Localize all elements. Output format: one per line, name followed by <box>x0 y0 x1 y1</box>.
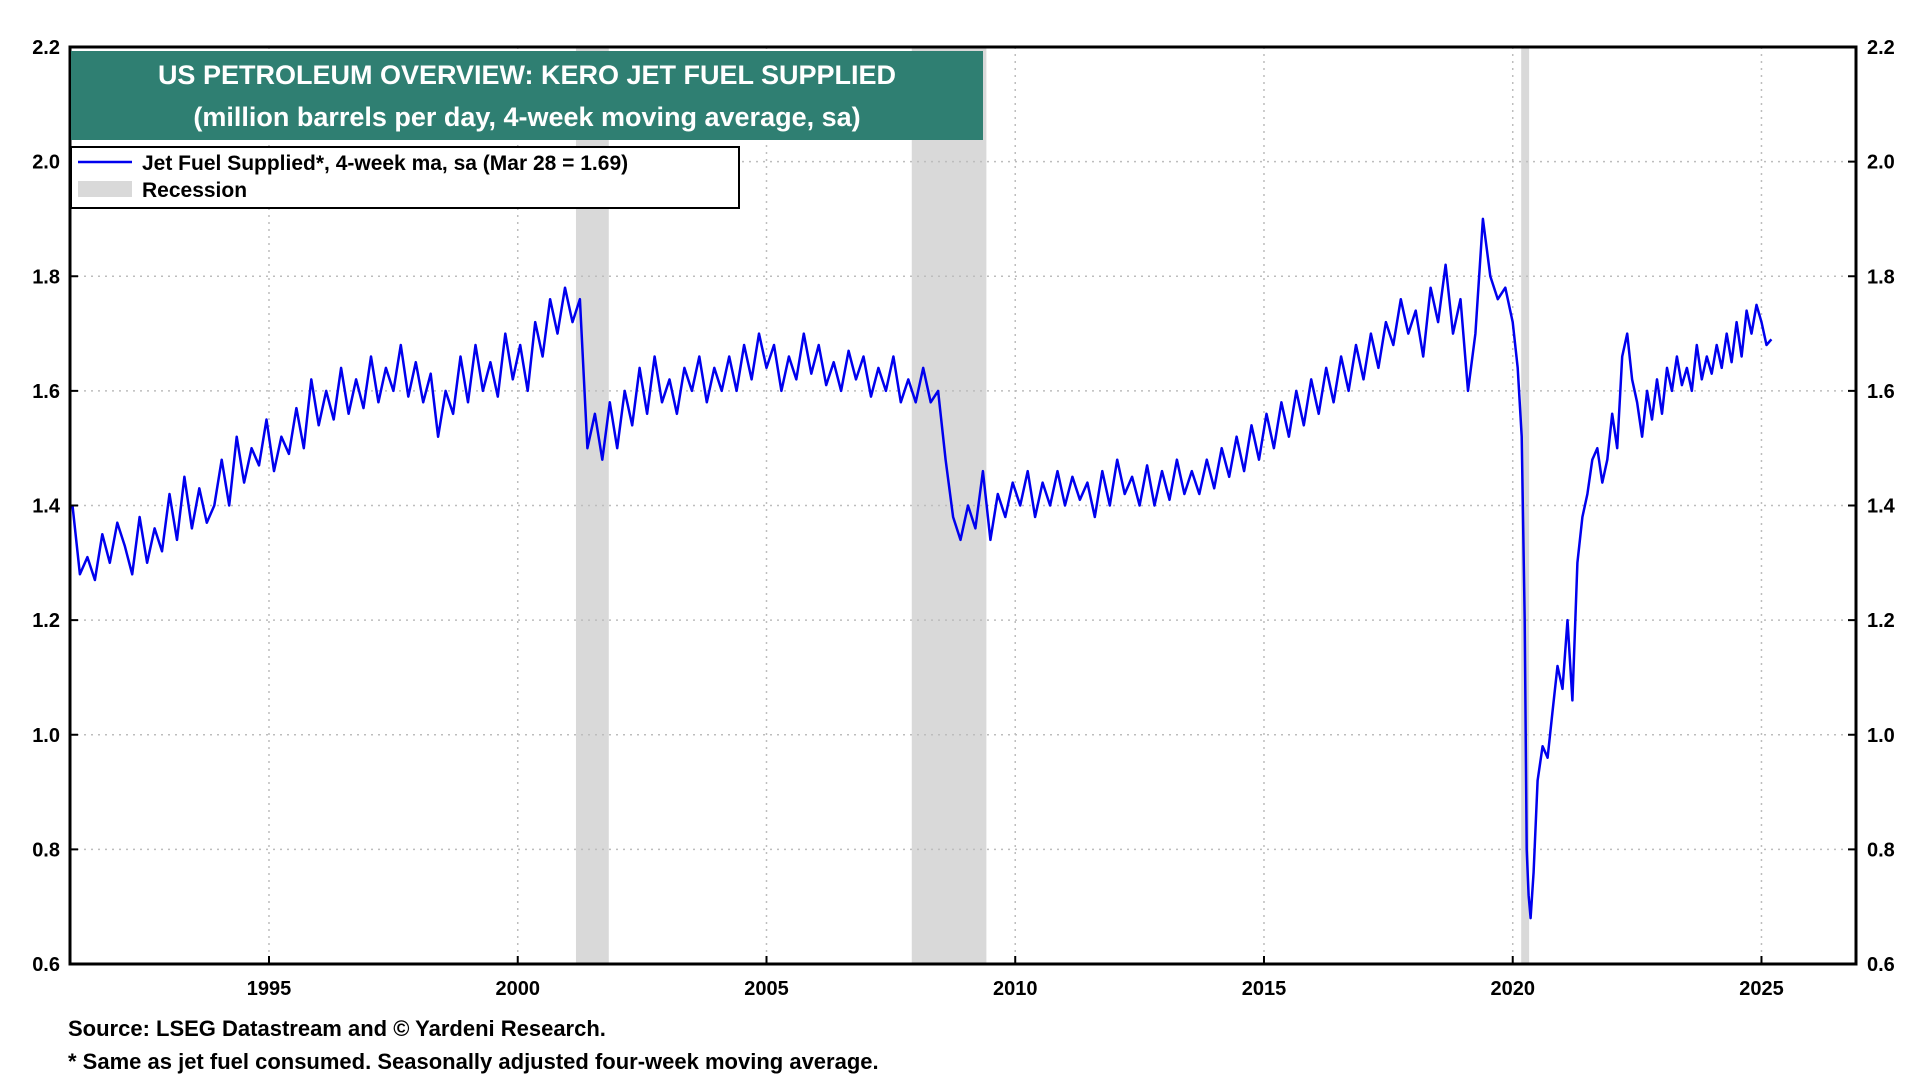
chart-subtitle: (million barrels per day, 4-week moving … <box>193 102 860 132</box>
x-tick-label-2020: 2020 <box>1490 978 1535 1000</box>
legend-label-jet-fuel: Jet Fuel Supplied*, 4-week ma, sa (Mar 2… <box>142 152 628 175</box>
y-tick-label-right-0.6: 0.6 <box>1867 954 1895 976</box>
x-tick-label-2005: 2005 <box>744 978 789 1000</box>
y-tick-label-right-1.8: 1.8 <box>1867 266 1895 288</box>
series-line-jet-fuel <box>71 217 1773 920</box>
series-layer <box>71 217 1773 920</box>
y-tick-label-left-1.4: 1.4 <box>32 496 61 518</box>
y-tick-label-left-1.8: 1.8 <box>32 266 60 288</box>
y-tick-label-left-0.6: 0.6 <box>32 954 60 976</box>
legend-label-recession: Recession <box>142 179 247 202</box>
y-tick-label-right-1.6: 1.6 <box>1867 381 1895 403</box>
y-tick-label-right-2.0: 2.0 <box>1867 152 1895 174</box>
recession-band-1 <box>911 47 987 964</box>
y-tick-label-left-2.2: 2.2 <box>32 37 60 59</box>
legend: Jet Fuel Supplied*, 4-week ma, sa (Mar 2… <box>70 146 740 209</box>
chart-title: US PETROLEUM OVERVIEW: KERO JET FUEL SUP… <box>158 60 896 90</box>
title-box: US PETROLEUM OVERVIEW: KERO JET FUEL SUP… <box>71 51 983 140</box>
y-tick-label-right-1.0: 1.0 <box>1867 725 1895 747</box>
gridlines <box>70 47 1856 964</box>
footnote-source: Source: LSEG Datastream and © Yardeni Re… <box>68 1016 606 1041</box>
recession-band-2 <box>1521 47 1530 964</box>
y-tick-label-right-0.8: 0.8 <box>1867 839 1895 861</box>
x-tick-label-2015: 2015 <box>1242 978 1287 1000</box>
axes: 1995 2000 2005 2010 2015 2020 2025 0.6 0.6 0.8 0.8… <box>32 37 1895 1000</box>
y-tick-label-left-1.2: 1.2 <box>32 610 60 632</box>
y-tick-label-left-1.6: 1.6 <box>32 381 60 403</box>
y-tick-label-right-1.2: 1.2 <box>1867 610 1895 632</box>
y-tick-label-left-1.0: 1.0 <box>32 725 60 747</box>
y-tick-label-left-0.8: 0.8 <box>32 839 60 861</box>
y-tick-label-right-1.4: 1.4 <box>1867 496 1896 518</box>
y-tick-label-left-2.0: 2.0 <box>32 152 60 174</box>
x-tick-label-1995: 1995 <box>247 978 292 1000</box>
x-tick-label-2000: 2000 <box>495 978 540 1000</box>
footnote-note: * Same as jet fuel consumed. Seasonally … <box>68 1049 879 1074</box>
legend-band-swatch <box>78 181 132 197</box>
x-tick-label-2025: 2025 <box>1739 978 1784 1000</box>
y-tick-label-right-2.2: 2.2 <box>1867 37 1895 59</box>
x-tick-label-2010: 2010 <box>993 978 1038 1000</box>
